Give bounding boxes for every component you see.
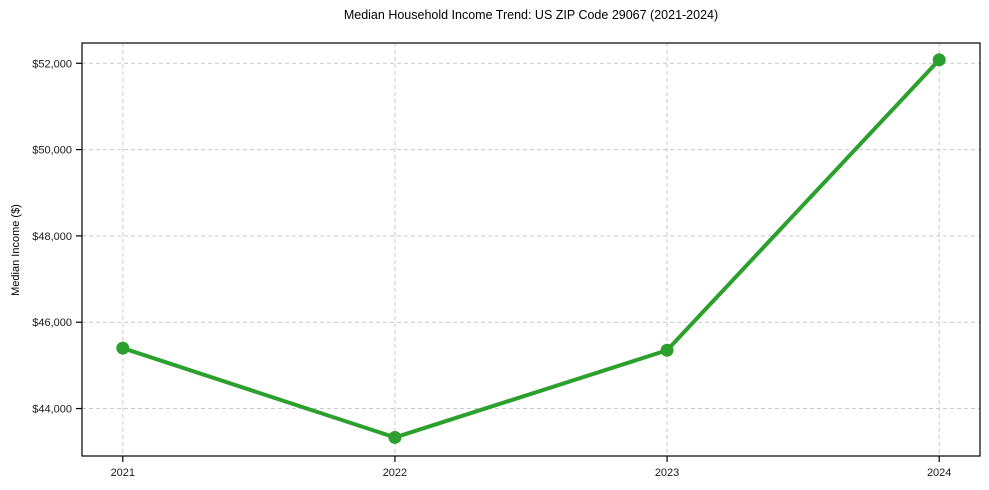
data-point-marker (932, 53, 946, 67)
data-point-marker (116, 341, 130, 355)
plot-border (81, 42, 981, 457)
y-tick-label: $44,000 (32, 404, 72, 416)
x-tick-label: 2022 (383, 467, 407, 479)
income-trend-line (120, 57, 942, 440)
chart-title: Median Household Income Trend: US ZIP Co… (343, 8, 719, 22)
y-tick-label: $46,000 (32, 317, 72, 329)
y-tick-label: $48,000 (32, 231, 72, 243)
y-tick-label: $52,000 (32, 58, 72, 70)
x-tick-label: 2021 (111, 467, 135, 479)
x-tick-label: 2024 (927, 467, 951, 479)
data-point-marker (388, 430, 402, 444)
data-point-marker (660, 343, 674, 357)
y-tick-label: $50,000 (32, 145, 72, 157)
x-tick-label: 2023 (655, 467, 679, 479)
